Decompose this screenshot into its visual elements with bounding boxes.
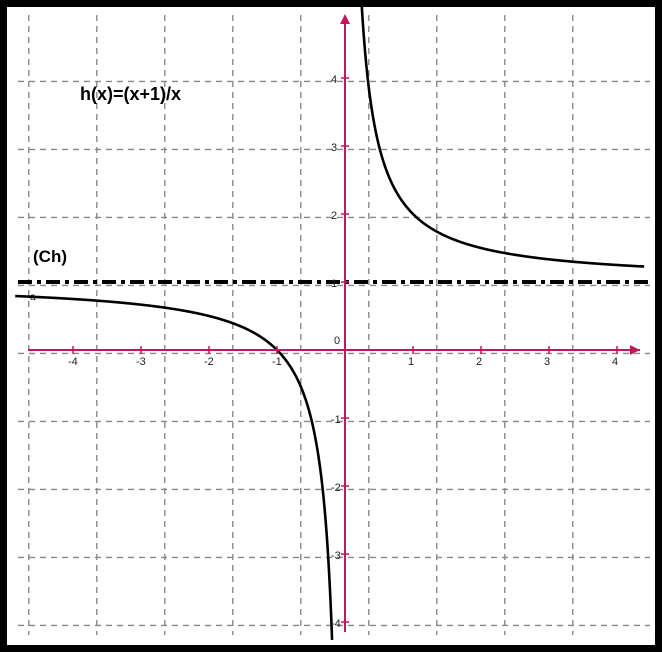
y-tick-label: -1	[331, 414, 341, 426]
y-tick-label: -4	[331, 618, 341, 630]
x-axis-arrow	[630, 345, 640, 355]
curve-right-branch	[360, 7, 645, 268]
x-tick-label: 0	[334, 335, 340, 347]
x-tick-label: -4	[68, 356, 78, 368]
x-tick-label: 2	[476, 356, 482, 368]
y-axis-arrow	[340, 14, 350, 24]
x-tick-label: 4	[612, 356, 618, 368]
x-tick-label: -2	[204, 356, 214, 368]
curve-left-branch	[15, 294, 334, 640]
y-tick-label: 2	[331, 210, 337, 222]
y-tick-label: 4	[331, 74, 337, 86]
function-label: h(x)=(x+1)/x	[80, 84, 181, 104]
x-tick-label: -3	[136, 356, 146, 368]
y-tick-label: -3	[331, 550, 341, 562]
x-tick-label: 1	[408, 356, 414, 368]
y-tick-label: 3	[331, 142, 337, 154]
x-tick-label: 3	[544, 356, 550, 368]
point-label-a: a	[30, 292, 36, 303]
y-tick-label: -2	[331, 482, 341, 494]
grid-lines	[18, 15, 650, 635]
axes	[28, 14, 640, 632]
asymptote-label: (Ch)	[33, 247, 67, 266]
x-tick-label: -1	[272, 356, 282, 368]
y-tick-label: 1	[331, 278, 337, 290]
